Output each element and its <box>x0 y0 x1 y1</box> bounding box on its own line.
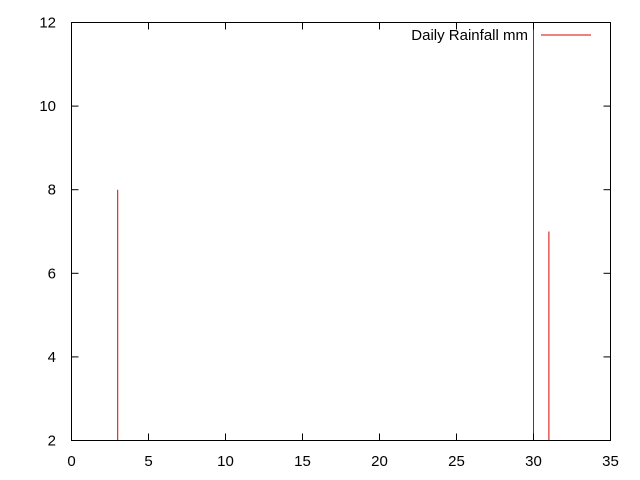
x-tick-label: 35 <box>602 453 619 470</box>
plot-frame <box>71 22 611 441</box>
y-tick-label: 10 <box>39 98 56 115</box>
x-tick-label: 5 <box>144 453 152 470</box>
y-tick-label: 6 <box>48 265 56 282</box>
y-tick-label: 2 <box>48 433 56 450</box>
y-tick-label: 12 <box>39 15 56 32</box>
y-tick-label: 4 <box>48 349 56 366</box>
x-tick-label: 30 <box>525 453 542 470</box>
y-tick-label: 8 <box>48 182 56 199</box>
y-axis: 2 4 6 8 10 12 <box>39 15 611 450</box>
x-tick-label: 15 <box>294 453 311 470</box>
x-tick-label: 20 <box>371 453 388 470</box>
legend-label: Daily Rainfall mm <box>411 27 528 44</box>
data-series <box>117 22 550 441</box>
x-axis: 0 5 10 15 20 25 30 35 <box>67 22 619 470</box>
x-tick-label: 0 <box>67 453 75 470</box>
x-tick-label: 25 <box>448 453 465 470</box>
legend: Daily Rainfall mm <box>411 27 591 44</box>
x-tick-label: 10 <box>217 453 234 470</box>
